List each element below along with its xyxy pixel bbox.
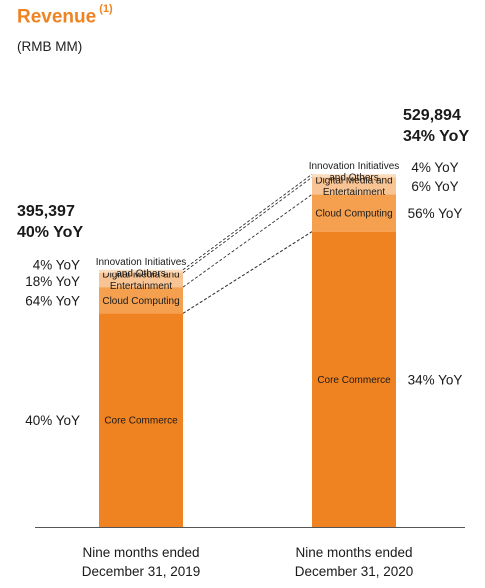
bar-segment-core-commerce-2 <box>312 231 396 528</box>
segment-label-digital-media-and-entertainment-1: Entertainment <box>110 281 172 292</box>
bar-segment-cloud-computing-2 <box>312 194 396 232</box>
total-value-2: 529,894 <box>403 107 461 124</box>
yoy-label-digital-media-and-entertainment-2: 6% YoY <box>411 179 458 194</box>
yoy-label-cloud-computing-1: 64% YoY <box>25 293 80 308</box>
segment-label-innovation-initiatives-and-others-2: Innovation Initiatives <box>309 161 400 172</box>
bar-segment-digital-media-and-entertainment-1 <box>99 272 183 288</box>
chart-title-text: Revenue <box>17 6 97 28</box>
segment-label-innovation-initiatives-and-others-2: and Others <box>329 173 378 184</box>
category-label-2: December 31, 2020 <box>295 564 414 579</box>
yoy-label-digital-media-and-entertainment-1: 18% YoY <box>25 274 80 289</box>
category-label-1: December 31, 2019 <box>82 564 201 579</box>
unit-label: (RMB MM) <box>17 39 83 54</box>
segment-label-digital-media-and-entertainment-1: Digital Media and <box>102 270 179 281</box>
segment-label-core-commerce-2: Core Commerce <box>317 375 391 386</box>
segment-label-innovation-initiatives-and-others-1: Innovation Initiatives <box>96 257 187 268</box>
yoy-label-cloud-computing-2: 56% YoY <box>408 206 463 221</box>
connector-core-commerce-top <box>182 231 313 314</box>
bar-segment-innovation-initiatives-and-others-2 <box>312 174 396 178</box>
category-label-1: Nine months ended <box>82 545 199 560</box>
segment-label-digital-media-and-entertainment-2: Entertainment <box>323 187 385 198</box>
yoy-label-core-commerce-2: 34% YoY <box>408 372 463 387</box>
bar-segment-digital-media-and-entertainment-2 <box>312 177 396 195</box>
connector-innovation-initiatives-and-others <box>182 173 313 271</box>
bar-segment-innovation-initiatives-and-others-1 <box>99 269 183 273</box>
segment-label-digital-media-and-entertainment-2: Digital Media and <box>315 176 392 187</box>
footnote-marker: (1) <box>99 3 113 15</box>
connector-cloud-computing <box>182 194 313 288</box>
yoy-label-innovation-initiatives-and-others-1: 4% YoY <box>33 257 80 272</box>
total-value-1: 395,397 <box>17 203 75 220</box>
yoy-label-core-commerce-1: 40% YoY <box>25 413 80 428</box>
segment-label-innovation-initiatives-and-others-1: and Others <box>116 268 165 279</box>
segment-label-core-commerce-1: Core Commerce <box>104 416 178 427</box>
total-yoy-2: 34% YoY <box>403 128 469 145</box>
connector-digital-media-and-entertainment <box>182 176 313 274</box>
bar-segment-cloud-computing-1 <box>99 287 183 314</box>
category-label-2: Nine months ended <box>295 545 412 560</box>
bar-segment-core-commerce-1 <box>99 313 183 527</box>
yoy-label-innovation-initiatives-and-others-2: 4% YoY <box>411 160 458 175</box>
chart-title: Revenue (1) <box>17 3 113 28</box>
total-yoy-1: 40% YoY <box>17 224 83 241</box>
segment-label-cloud-computing-1: Cloud Computing <box>102 296 179 307</box>
segment-label-cloud-computing-2: Cloud Computing <box>315 209 392 220</box>
